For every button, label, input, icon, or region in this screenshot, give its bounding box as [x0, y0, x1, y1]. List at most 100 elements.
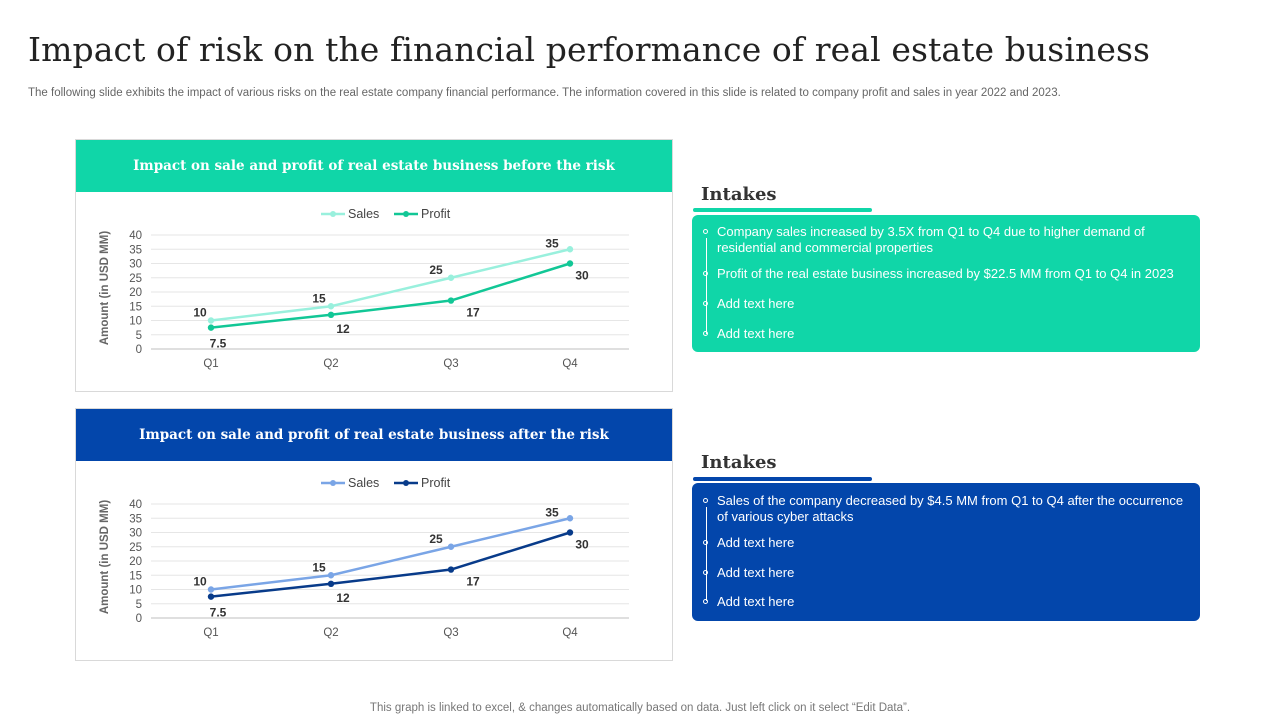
legend-label: Sales [348, 476, 379, 490]
data-point-sales [447, 274, 455, 281]
bullet-dot-icon [703, 599, 708, 604]
bullet-dot-icon [703, 570, 708, 575]
bullet-dot-icon [703, 229, 708, 234]
bullet-dot-icon [703, 540, 708, 545]
intakes-item-text: Add text here [717, 594, 795, 609]
y-tick-label: 15 [129, 570, 142, 582]
data-label: 30 [575, 269, 589, 283]
y-tick-label: 25 [129, 542, 142, 554]
page-subtitle: The following slide exhibits the impact … [28, 87, 1061, 99]
intakes-timeline-line [706, 238, 707, 334]
chart-title-before-risk: Impact on sale and profit of real estate… [76, 140, 672, 192]
data-label: 17 [466, 306, 480, 320]
line-chart-before-risk: 0 5 10 15 20 25 30 35 40 Q1 Q2 Q3 Q4 Amount (in USD M… [99, 207, 629, 370]
data-label: 10 [193, 575, 207, 589]
intakes-underline-after [693, 477, 872, 481]
y-tick-label: 15 [129, 301, 142, 313]
x-tick-label: Q1 [203, 358, 218, 370]
y-tick-label: 5 [136, 330, 142, 342]
line-chart-after-risk: 0 5 10 15 20 25 30 35 40 Q1 Q2 Q3 Q4 Amount (in USD M… [99, 476, 629, 639]
y-tick-label: 5 [136, 599, 142, 611]
data-label: 12 [336, 322, 350, 336]
legend-marker [330, 480, 336, 486]
x-tick-label: Q1 [203, 627, 218, 639]
data-point-profit [447, 297, 455, 304]
chart-panel-after-risk: Impact on sale and profit of real estate… [75, 408, 673, 661]
y-tick-label: 20 [129, 287, 142, 299]
bullet-dot-icon [703, 498, 708, 503]
y-axis-title: Amount (in USD MM) [99, 231, 111, 346]
intakes-box-before: Company sales increased by 3.5X from Q1 … [692, 215, 1200, 352]
y-tick-label: 40 [129, 230, 142, 242]
data-label: 30 [575, 538, 589, 552]
legend-marker [403, 211, 409, 217]
data-label: 25 [429, 532, 443, 546]
data-label: 25 [429, 263, 443, 277]
series-line-sales [210, 248, 571, 322]
bullet-dot-icon [703, 331, 708, 336]
y-tick-label: 10 [129, 316, 142, 328]
x-tick-label: Q3 [443, 627, 458, 639]
y-tick-label: 20 [129, 556, 142, 568]
data-label: 12 [336, 591, 350, 605]
x-tick-label: Q4 [562, 358, 578, 370]
y-tick-label: 10 [129, 585, 142, 597]
y-tick-label: 0 [136, 613, 142, 625]
data-point-sales [566, 246, 574, 253]
intakes-heading-after: Intakes [701, 452, 777, 473]
x-tick-label: Q2 [323, 358, 338, 370]
bullet-dot-icon [703, 301, 708, 306]
data-point-sales [207, 317, 215, 324]
intakes-item-text: Add text here [717, 565, 795, 580]
series-line-profit [210, 531, 571, 598]
data-point-profit [327, 580, 335, 587]
intakes-underline-before [693, 208, 872, 212]
intakes-item-text: Profit of the real estate business incre… [717, 266, 1174, 281]
data-point-sales [207, 586, 215, 593]
x-tick-label: Q4 [562, 627, 578, 639]
legend-marker [403, 480, 409, 486]
intakes-item-text: Add text here [717, 326, 795, 341]
data-point-profit [447, 566, 455, 573]
legend-marker [330, 211, 336, 217]
data-point-profit [207, 324, 215, 331]
intakes-heading-before: Intakes [701, 184, 777, 205]
y-tick-label: 35 [129, 513, 142, 525]
y-tick-label: 40 [129, 499, 142, 511]
data-point-sales [327, 303, 335, 310]
data-point-profit [327, 311, 335, 318]
intakes-item-text: Company sales increased by 3.5X from Q1 … [717, 224, 1145, 255]
data-label: 10 [193, 306, 207, 320]
intakes-box-after: Sales of the company decreased by $4.5 M… [692, 483, 1200, 621]
data-label: 35 [545, 236, 559, 250]
y-tick-label: 25 [129, 273, 142, 285]
x-tick-label: Q2 [323, 627, 338, 639]
intakes-item-text: Add text here [717, 535, 795, 550]
legend-label: Profit [421, 476, 451, 490]
data-point-profit [566, 529, 574, 536]
chart-panel-before-risk: Impact on sale and profit of real estate… [75, 139, 673, 392]
data-point-profit [207, 593, 215, 600]
data-label: 7.5 [210, 337, 227, 351]
x-tick-label: Q3 [443, 358, 458, 370]
data-label: 35 [545, 505, 559, 519]
legend-label: Sales [348, 207, 379, 221]
data-point-sales [327, 572, 335, 579]
data-label: 15 [312, 560, 326, 574]
intakes-item-text: Add text here [717, 296, 795, 311]
y-tick-label: 30 [129, 528, 142, 540]
y-tick-label: 0 [136, 344, 142, 356]
page-title: Impact of risk on the financial performa… [28, 30, 1151, 69]
y-axis-title: Amount (in USD MM) [99, 500, 111, 615]
intakes-timeline-line [706, 507, 707, 601]
legend-label: Profit [421, 207, 451, 221]
y-tick-label: 30 [129, 259, 142, 271]
series-line-sales [210, 517, 571, 591]
data-label: 17 [466, 575, 480, 589]
bullet-dot-icon [703, 271, 708, 276]
intakes-item-text: Sales of the company decreased by $4.5 M… [717, 493, 1184, 524]
series-line-profit [210, 262, 571, 329]
footer-note: This graph is linked to excel, & changes… [369, 702, 911, 714]
chart-title-after-risk: Impact on sale and profit of real estate… [76, 409, 672, 461]
data-point-sales [447, 543, 455, 550]
